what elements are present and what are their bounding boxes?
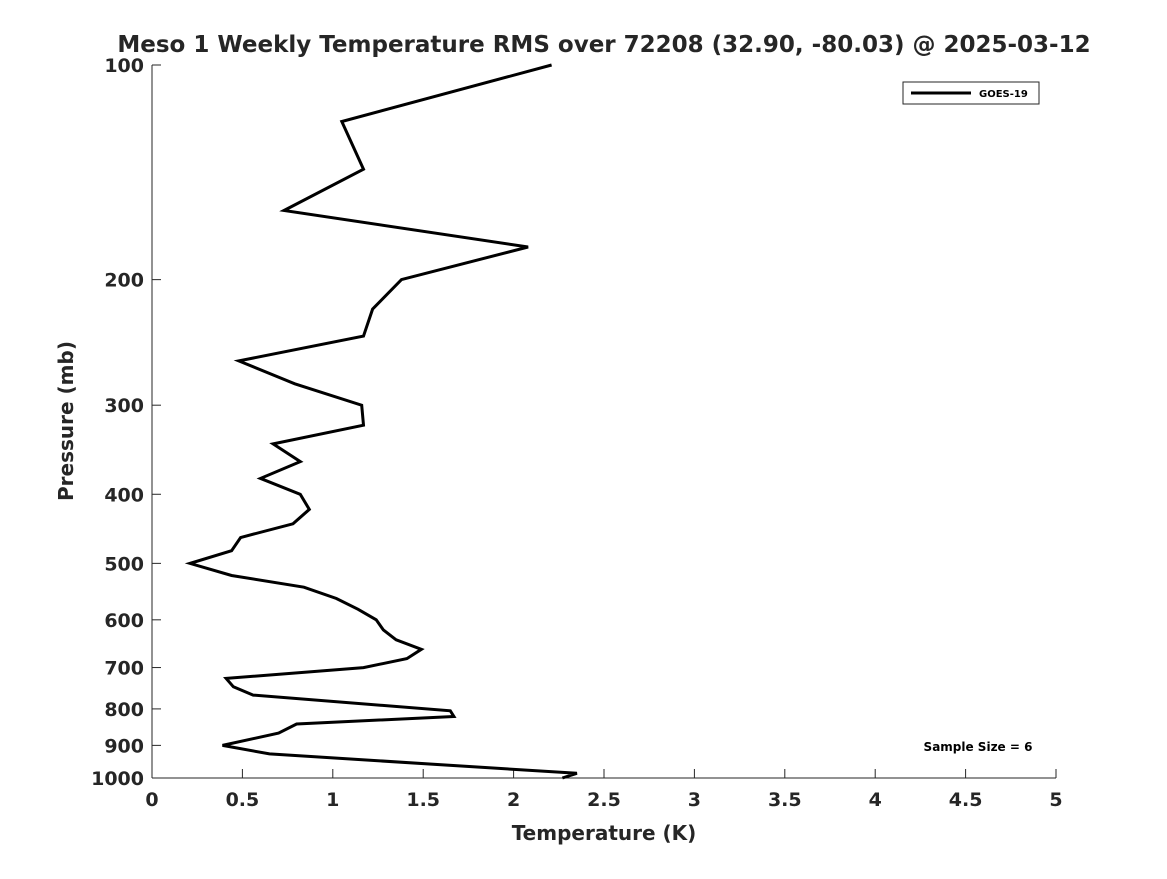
y-tick-label: 300 — [104, 395, 144, 417]
x-tick-label: 0 — [145, 789, 158, 811]
series-line-goes-19 — [184, 63, 578, 780]
axes: 0 0.5 1 1.5 2 2.5 3 3.5 4 4.5 5 100 200 300 400 500 600 7… — [91, 55, 1063, 811]
x-tick-label: 2.5 — [587, 789, 621, 811]
y-tick-label: 900 — [104, 735, 144, 757]
legend-label: GOES-19 — [979, 89, 1028, 100]
x-axis-label: Temperature (K) — [512, 821, 697, 845]
x-tick-label: 0.5 — [226, 789, 260, 811]
x-tick-label: 1.5 — [406, 789, 440, 811]
sample-size-annotation: Sample Size = 6 — [924, 740, 1033, 754]
x-tick-label: 4.5 — [949, 789, 983, 811]
x-tick-label: 3 — [688, 789, 701, 811]
y-tick-label: 600 — [104, 610, 144, 632]
y-tick-label: 500 — [104, 553, 144, 575]
legend: GOES-19 — [902, 81, 1040, 105]
x-tick-label: 2 — [507, 789, 520, 811]
x-tick-label: 1 — [326, 789, 339, 811]
x-tick-label: 4 — [869, 789, 882, 811]
y-tick-label: 100 — [104, 55, 144, 77]
chart-title: Meso 1 Weekly Temperature RMS over 72208… — [117, 32, 1090, 58]
y-axis-label: Pressure (mb) — [54, 341, 78, 501]
x-tick-label: 3.5 — [768, 789, 802, 811]
y-tick-label: 400 — [104, 484, 144, 506]
y-tick-label: 800 — [104, 699, 144, 721]
y-tick-label: 200 — [104, 270, 144, 292]
y-tick-label: 700 — [104, 658, 144, 680]
y-tick-label: 1000 — [91, 768, 144, 790]
x-tick-label: 5 — [1049, 789, 1062, 811]
